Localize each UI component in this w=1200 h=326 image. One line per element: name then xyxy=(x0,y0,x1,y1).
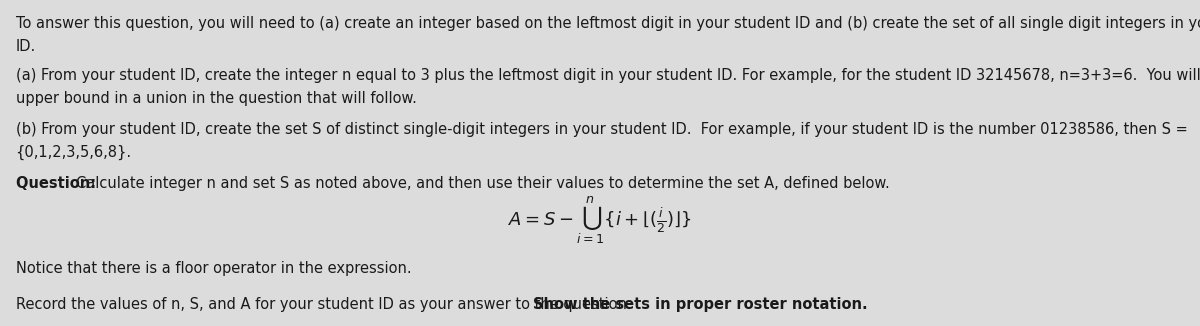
Text: ID.: ID. xyxy=(16,39,36,54)
Text: Show the sets in proper roster notation.: Show the sets in proper roster notation. xyxy=(533,297,868,312)
Text: Question:: Question: xyxy=(16,176,101,191)
Text: Record the values of n, S, and A for your student ID as your answer to the quest: Record the values of n, S, and A for you… xyxy=(16,297,636,312)
Text: {0,1,2,3,5,6,8}.: {0,1,2,3,5,6,8}. xyxy=(16,145,132,160)
Text: upper bound in a union in the question that will follow.: upper bound in a union in the question t… xyxy=(16,91,416,106)
Text: $A = S - \bigcup_{i=1}^{n} \{i + \lfloor(\frac{i}{2})\rfloor\}$: $A = S - \bigcup_{i=1}^{n} \{i + \lfloor… xyxy=(508,194,692,246)
Text: (b) From your student ID, create the set S of distinct single-digit integers in : (b) From your student ID, create the set… xyxy=(16,122,1187,137)
Text: To answer this question, you will need to (a) create an integer based on the lef: To answer this question, you will need t… xyxy=(16,16,1200,31)
Text: Calculate integer n and set S as noted above, and then use their values to deter: Calculate integer n and set S as noted a… xyxy=(77,176,890,191)
Text: (a) From your student ID, create the integer n equal to 3 plus the leftmost digi: (a) From your student ID, create the int… xyxy=(16,68,1200,83)
Text: Notice that there is a floor operator in the expression.: Notice that there is a floor operator in… xyxy=(16,261,412,276)
